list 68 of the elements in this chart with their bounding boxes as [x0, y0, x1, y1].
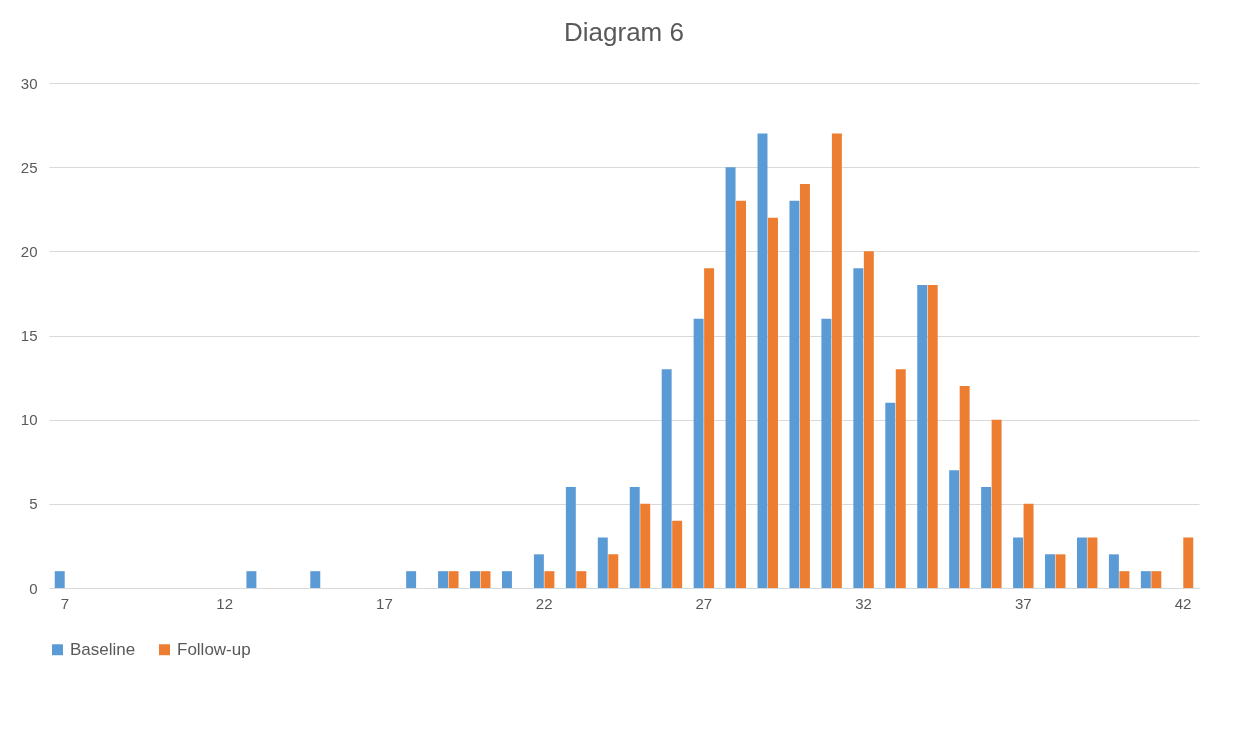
- bar: [1087, 537, 1098, 588]
- bar: [1140, 571, 1151, 588]
- bar: [1055, 554, 1066, 588]
- bar: [310, 571, 321, 588]
- bar: [821, 318, 832, 588]
- x-tick-label: 22: [535, 594, 553, 612]
- bar: [757, 133, 768, 588]
- bar: [470, 571, 480, 588]
- bar: [799, 184, 810, 588]
- x-tick-label: 37: [1014, 594, 1032, 612]
- bar: [565, 487, 576, 588]
- bar: [608, 554, 619, 588]
- bar: [629, 487, 640, 588]
- bar: [533, 554, 544, 588]
- y-tick-label: 30: [20, 74, 38, 92]
- bar: [246, 571, 257, 588]
- bar: [917, 285, 928, 588]
- bar: [1183, 537, 1194, 588]
- bar: [1023, 503, 1034, 588]
- legend-label: Baseline: [70, 639, 136, 659]
- bar: [1108, 554, 1119, 588]
- bar: [895, 369, 906, 588]
- bar: [1151, 571, 1162, 588]
- bar: [640, 503, 651, 588]
- bar: [949, 470, 960, 588]
- bar: [1076, 537, 1087, 588]
- bar: [736, 200, 747, 588]
- bar: [725, 167, 736, 588]
- bar: [54, 571, 65, 588]
- y-tick-label: 20: [20, 242, 38, 260]
- x-tick-label: 7: [60, 594, 70, 612]
- y-tick-label: 10: [20, 411, 38, 429]
- bar: [789, 200, 800, 588]
- x-tick-label: 17: [376, 594, 393, 612]
- bar: [1119, 571, 1130, 588]
- y-tick-label: 5: [29, 495, 38, 513]
- bar: [501, 571, 512, 588]
- x-tick-label: 42: [1174, 594, 1192, 612]
- bar: [661, 369, 672, 588]
- bar: [438, 571, 449, 588]
- bar: [480, 571, 491, 588]
- bar: [1045, 554, 1055, 588]
- bar: [853, 268, 864, 588]
- bar: [693, 318, 704, 588]
- bar: [672, 520, 683, 588]
- bar: [704, 268, 715, 588]
- bar: [959, 386, 970, 588]
- bar: [885, 402, 896, 588]
- y-tick-label: 15: [20, 327, 38, 344]
- chart-title: Diagram 6: [564, 17, 684, 47]
- bar: [406, 571, 417, 588]
- bar: [831, 133, 842, 588]
- y-tick-label: 0: [29, 579, 38, 597]
- bar: [1013, 537, 1024, 588]
- bar: [597, 537, 608, 588]
- x-tick-label: 12: [216, 594, 234, 612]
- legend-label: Follow-up: [177, 639, 251, 659]
- bar: [927, 285, 938, 588]
- x-tick-label: 32: [855, 594, 872, 612]
- y-tick-label: 25: [20, 158, 38, 176]
- x-tick-label: 27: [695, 594, 713, 612]
- bar: [544, 571, 555, 588]
- bar: [576, 571, 587, 588]
- bar: [991, 419, 1002, 588]
- bar: [981, 487, 992, 588]
- bar: [768, 217, 778, 588]
- bar: [448, 571, 459, 588]
- bar: [863, 251, 874, 588]
